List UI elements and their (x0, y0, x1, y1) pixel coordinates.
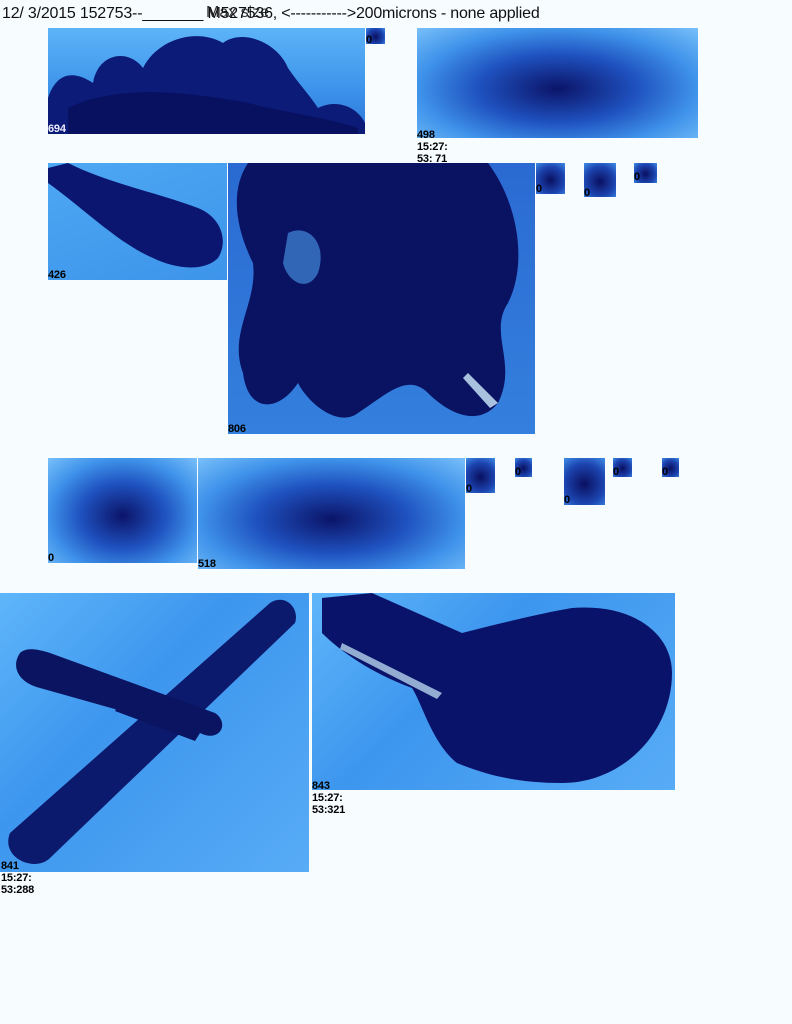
particle-label: 0 (634, 171, 640, 183)
particle-image-small (662, 458, 679, 477)
particle-shape (48, 163, 223, 268)
particle-image-694 (48, 28, 365, 134)
particle-image-small (613, 458, 632, 477)
particle-image-426 (48, 163, 227, 280)
page-header: 12/ 3/2015 152753--_______ M527536, <---… (2, 5, 540, 22)
particle-image-small (634, 163, 657, 183)
particle-image-843 (312, 593, 675, 790)
particle-label: 0 (466, 483, 472, 495)
particle-label: 0 (662, 466, 668, 478)
particle-label: 694 (48, 123, 66, 135)
header-overlap-text: Max size (206, 4, 270, 21)
particle-image-small (536, 163, 565, 194)
particle-shape (8, 599, 296, 864)
particle-image-498 (417, 28, 698, 138)
particle-label: 806 (228, 423, 246, 435)
particle-shape (322, 593, 672, 783)
particle-image-small (584, 163, 616, 197)
particle-image-small (466, 458, 495, 493)
particle-image-small (366, 28, 385, 44)
particle-label: 0 (564, 494, 570, 506)
particle-image-small (515, 458, 532, 477)
particle-label: 0 (48, 552, 54, 564)
particle-label: 0 (536, 183, 542, 195)
particle-label: 498 15:27: 53: 71 (417, 129, 448, 165)
particle-image-518 (198, 458, 465, 569)
particle-label: 0 (613, 466, 619, 478)
particle-label: 0 (366, 34, 372, 46)
particle-image-0 (48, 458, 197, 563)
particle-label: 426 (48, 269, 66, 281)
particle-label: 0 (515, 466, 521, 478)
particle-label: 0 (584, 187, 590, 199)
particle-shape (48, 36, 365, 134)
particle-label: 843 15:27: 53:321 (312, 780, 346, 816)
particle-label: 518 (198, 558, 216, 570)
particle-image-806 (228, 163, 535, 434)
particle-image-841 (0, 593, 309, 872)
particle-image-small (564, 458, 605, 505)
particle-label: 841 15:27: 53:288 (1, 860, 35, 896)
particle-shape (236, 163, 519, 418)
